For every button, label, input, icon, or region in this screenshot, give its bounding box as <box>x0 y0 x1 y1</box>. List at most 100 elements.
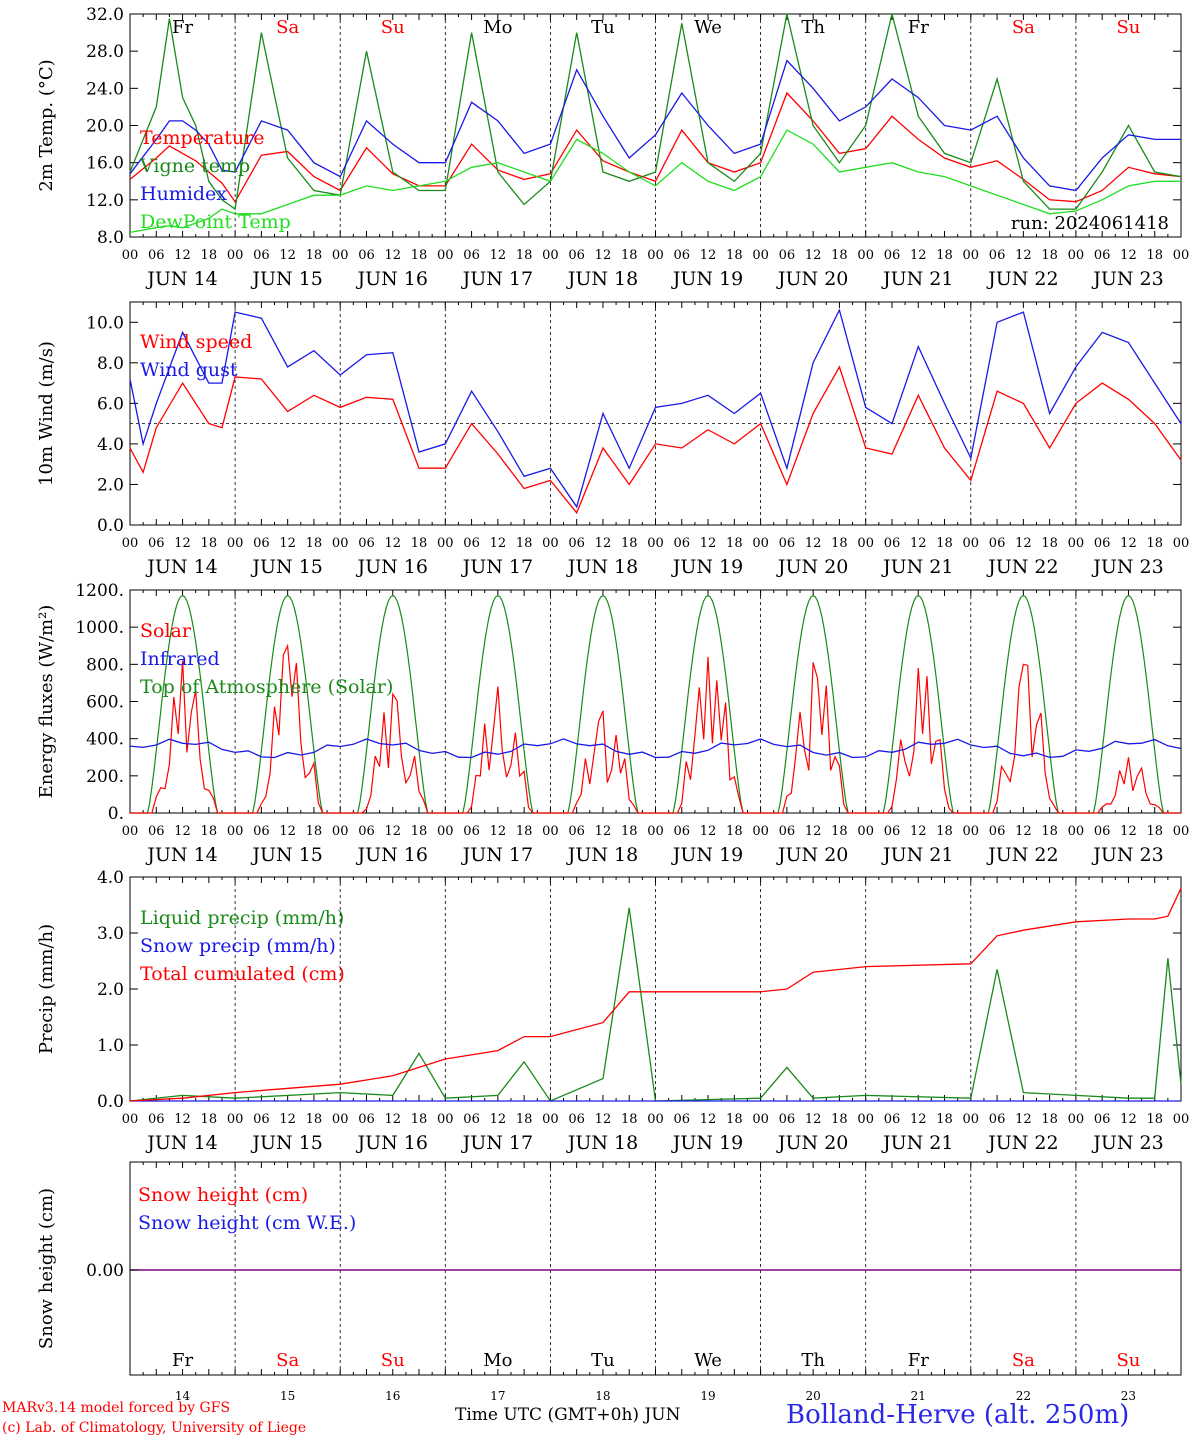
x-hour-tick-label: 18 <box>411 1112 428 1127</box>
x-day-label: JUN 21 <box>881 844 953 866</box>
x-hour-tick-label: 12 <box>910 248 927 263</box>
station-label: Bolland-Herve (alt. 250m) <box>786 1400 1130 1430</box>
x-hour-tick-label: 18 <box>516 1112 533 1127</box>
x-day-label: JUN 17 <box>461 844 533 866</box>
x-day-label: JUN 22 <box>986 1132 1058 1154</box>
x-hour-tick-label: 00 <box>857 1112 874 1127</box>
x-hour-tick-label: 18 <box>831 824 848 839</box>
x-hour-tick-label: 18 <box>726 824 743 839</box>
y-axis-label: 10m Wind (m/s) <box>36 341 57 486</box>
series-line-solar <box>130 643 1181 814</box>
weekday-label: Fr <box>908 17 929 38</box>
x-hour-tick-label: 12 <box>595 1112 612 1127</box>
x-hour-tick-label: 18 <box>1041 536 1058 551</box>
weekday-label: Mo <box>483 17 512 38</box>
x-hour-tick-label: 06 <box>674 536 691 551</box>
x-hour-tick-label: 00 <box>963 248 980 263</box>
x-day-label: JUN 23 <box>1091 556 1163 578</box>
x-hour-tick-label: 06 <box>884 824 901 839</box>
legend-entry: DewPoint Temp <box>140 211 291 233</box>
x-hour-tick-label: 06 <box>148 248 165 263</box>
y-tick-label: 28.0 <box>86 42 124 62</box>
x-hour-tick-label: 00 <box>122 1112 139 1127</box>
x-hour-tick-label: 00 <box>1173 248 1190 263</box>
y-tick-label: 200. <box>86 767 124 787</box>
x-hour-tick-label: 18 <box>306 824 323 839</box>
x-hour-tick-label: 18 <box>831 248 848 263</box>
x-hour-tick-label: 12 <box>279 824 296 839</box>
x-day-label: JUN 21 <box>881 1132 953 1154</box>
y-tick-label: 4.0 <box>97 435 124 455</box>
x-hour-tick-label: 00 <box>332 824 349 839</box>
x-hour-tick-label: 18 <box>831 536 848 551</box>
x-hour-tick-label: 06 <box>253 248 270 263</box>
y-tick-label: 400. <box>86 730 124 750</box>
weekday-label: Fr <box>172 17 193 38</box>
x-hour-tick-label: 06 <box>1094 248 1111 263</box>
y-axis-label: Energy fluxes (W/m²) <box>36 605 57 799</box>
x-hour-tick-label: 06 <box>253 536 270 551</box>
day-number-label: 14 <box>175 1389 191 1403</box>
x-hour-tick-label: 00 <box>542 824 559 839</box>
x-hour-tick-label: 06 <box>674 824 691 839</box>
x-hour-tick-label: 00 <box>647 1112 664 1127</box>
legend-entry: Snow height (cm W.E.) <box>138 1212 356 1234</box>
x-hour-tick-label: 00 <box>1068 248 1085 263</box>
y-tick-label: 12.0 <box>86 191 124 211</box>
x-hour-tick-label: 12 <box>490 1112 507 1127</box>
x-day-label: JUN 19 <box>671 844 743 866</box>
x-hour-tick-label: 12 <box>805 248 822 263</box>
x-day-label: JUN 16 <box>356 556 428 578</box>
day-number-label: 17 <box>490 1389 505 1403</box>
weekday-label: Su <box>381 1350 405 1371</box>
x-hour-tick-label: 00 <box>227 824 244 839</box>
x-day-label: JUN 15 <box>250 556 322 578</box>
x-hour-tick-label: 00 <box>752 536 769 551</box>
legend-entry: Snow precip (mm/h) <box>140 935 336 957</box>
weekday-label: Fr <box>172 1350 193 1371</box>
day-number-label: 22 <box>1016 1389 1031 1403</box>
x-hour-tick-label: 00 <box>332 1112 349 1127</box>
weekday-label: Mo <box>483 1350 512 1371</box>
x-hour-tick-label: 12 <box>279 1112 296 1127</box>
y-tick-label: 1.0 <box>97 1036 124 1056</box>
x-hour-tick-label: 12 <box>1120 536 1137 551</box>
x-hour-tick-label: 12 <box>174 824 191 839</box>
y-tick-label: 24.0 <box>86 79 124 99</box>
x-hour-tick-label: 06 <box>779 1112 796 1127</box>
run-annotation: run: 2024061418 <box>1011 213 1169 234</box>
x-hour-tick-label: 00 <box>963 536 980 551</box>
x-hour-tick-label: 00 <box>437 824 454 839</box>
x-day-label: JUN 18 <box>566 268 638 290</box>
x-hour-tick-label: 18 <box>516 824 533 839</box>
x-hour-tick-label: 00 <box>647 536 664 551</box>
x-hour-tick-label: 00 <box>1068 824 1085 839</box>
y-tick-label: 2.0 <box>97 475 124 495</box>
x-hour-tick-label: 18 <box>306 536 323 551</box>
x-hour-tick-label: 18 <box>1146 824 1163 839</box>
x-hour-tick-label: 12 <box>279 536 296 551</box>
y-tick-label: 32.0 <box>86 5 124 25</box>
x-hour-tick-label: 18 <box>621 536 638 551</box>
x-hour-tick-label: 00 <box>542 1112 559 1127</box>
x-hour-tick-label: 06 <box>358 248 375 263</box>
weekday-label: Tu <box>591 17 615 38</box>
x-hour-tick-label: 00 <box>227 248 244 263</box>
legend-entry: Total cumulated (cm) <box>140 963 345 985</box>
x-hour-tick-label: 18 <box>516 248 533 263</box>
day-number-label: 20 <box>806 1389 821 1403</box>
weekday-label: Sa <box>276 17 299 38</box>
weekday-label: Fr <box>908 1350 929 1371</box>
x-hour-tick-label: 12 <box>1120 1112 1137 1127</box>
x-hour-tick-label: 18 <box>621 824 638 839</box>
y-tick-label: 0.0 <box>97 1092 124 1112</box>
x-hour-tick-label: 12 <box>279 248 296 263</box>
x-day-label: JUN 20 <box>776 556 848 578</box>
weekday-label: Su <box>1116 17 1140 38</box>
legend-entry: Humidex <box>140 183 227 205</box>
x-hour-tick-label: 12 <box>174 536 191 551</box>
y-axis-label: Snow height (cm) <box>36 1188 57 1349</box>
x-hour-tick-label: 06 <box>463 248 480 263</box>
x-hour-tick-label: 06 <box>253 1112 270 1127</box>
x-hour-tick-label: 06 <box>568 248 585 263</box>
